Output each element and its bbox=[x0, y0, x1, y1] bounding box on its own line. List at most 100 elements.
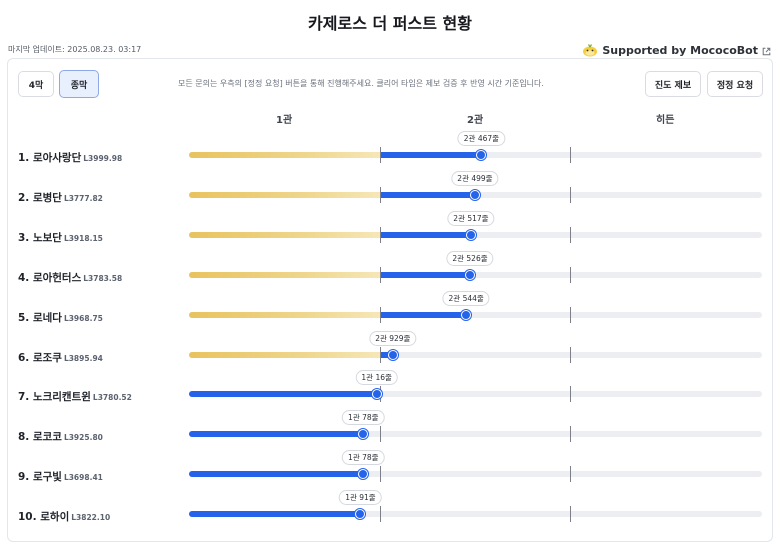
progress-card bbox=[7, 58, 773, 542]
gate-1-cleared-bar bbox=[189, 231, 380, 238]
progress-track: 1관 16줄 bbox=[189, 370, 762, 403]
progress-marker bbox=[358, 469, 369, 480]
guild-name-text: 7. 노크리캔트윈 bbox=[18, 391, 91, 404]
guild-name-text: 1. 로아사랑단 bbox=[18, 152, 82, 164]
mococo-bot-icon bbox=[582, 43, 598, 57]
column-gate-1: 1관 bbox=[276, 115, 293, 126]
progress-marker bbox=[371, 389, 382, 400]
progress-track: 2관 499줄 bbox=[189, 170, 762, 203]
progress-marker bbox=[476, 150, 487, 160]
progress-track: 1관 91줄 bbox=[189, 490, 762, 523]
progress-marker bbox=[465, 229, 476, 240]
guild-row: 4. 로아헌터스 L3783.58 2관 526줄 bbox=[0, 250, 780, 300]
notice-text: 모든 문의는 우측의 [정정 요청] 버튼을 통해 진행해주세요. 클리어 타임… bbox=[178, 79, 544, 88]
guild-row: 9. 로구빛 L3698.41 1관 78줄 bbox=[0, 450, 780, 499]
gate-2-divider bbox=[570, 147, 571, 163]
guild-level: L3777.82 bbox=[63, 193, 103, 203]
gate-1-cleared-bar bbox=[189, 351, 380, 358]
external-link-icon bbox=[762, 46, 771, 55]
guild-name: 6. 로조쿠 L3895.94 bbox=[18, 350, 103, 365]
progress-tag: 1관 78줄 bbox=[342, 450, 385, 466]
gate-1-progress-bar bbox=[189, 511, 361, 518]
gate-2-divider bbox=[570, 426, 571, 443]
guild-name: 9. 로구빛 L3698.41 bbox=[18, 469, 103, 484]
tab-final-act[interactable]: 종막 bbox=[59, 70, 99, 98]
gate-1-divider bbox=[379, 506, 381, 523]
progress-track: 2관 517줄 bbox=[189, 210, 762, 243]
gate-1-divider bbox=[379, 186, 381, 203]
guild-row: 5. 로네다 L3968.75 2관 544줄 bbox=[0, 290, 780, 340]
progress-tag: 2관 526줄 bbox=[446, 250, 494, 266]
progress-tag: 2관 929줄 bbox=[369, 330, 417, 346]
gate-2-divider bbox=[570, 186, 571, 203]
gate-2-progress-bar bbox=[379, 191, 475, 198]
progress-tag: 1관 16줄 bbox=[355, 370, 398, 386]
guild-level: L3822.10 bbox=[71, 513, 111, 523]
gate-1-divider bbox=[379, 306, 381, 323]
column-hidden: 히든 bbox=[656, 115, 675, 126]
progress-track: 2관 544줄 bbox=[189, 290, 762, 323]
gate-2-progress-bar bbox=[379, 351, 393, 358]
gate-1-cleared-bar bbox=[189, 271, 380, 278]
guild-row: 3. 노보단 L3918.15 2관 517줄 bbox=[0, 210, 780, 260]
guild-name: 2. 로병단 L3777.82 bbox=[18, 190, 103, 205]
guild-name: 4. 로아헌터스 L3783.58 bbox=[18, 270, 122, 285]
gate-1-progress-bar bbox=[189, 391, 377, 398]
guild-name: 5. 로네다 L3968.75 bbox=[18, 310, 103, 325]
gate-2-divider bbox=[570, 226, 571, 243]
gate-2-divider bbox=[570, 386, 571, 403]
gate-2-progress-bar bbox=[379, 271, 470, 278]
progress-track: 2관 929줄 bbox=[189, 330, 762, 363]
gate-2-divider bbox=[570, 306, 571, 323]
guild-level: L3895.94 bbox=[63, 353, 103, 363]
progress-marker bbox=[358, 429, 369, 440]
last-updated: 마지막 업데이트: 2025.08.23. 03:17 bbox=[8, 45, 142, 54]
guild-name-text: 9. 로구빛 bbox=[18, 471, 62, 484]
guild-name-text: 10. 로하이 bbox=[18, 511, 70, 524]
gate-1-divider bbox=[379, 346, 381, 363]
progress-marker bbox=[464, 269, 475, 280]
page-title: 카제로스 더 퍼스트 현황 bbox=[308, 14, 472, 33]
gate-1-progress-bar bbox=[189, 431, 364, 438]
tab-act-4[interactable]: 4막 bbox=[18, 71, 54, 97]
guild-row: 10. 로하이 L3822.10 1관 91줄 bbox=[0, 490, 780, 539]
guild-level: L3783.58 bbox=[83, 273, 123, 283]
progress-track: 1관 78줄 bbox=[189, 410, 762, 443]
guild-row: 2. 로병단 L3777.82 2관 499줄 bbox=[0, 170, 780, 220]
gate-2-divider bbox=[570, 346, 571, 363]
guild-name: 10. 로하이 L3822.10 bbox=[18, 509, 110, 524]
guild-level: L3780.52 bbox=[92, 393, 132, 403]
gate-1-progress-bar bbox=[189, 471, 364, 478]
guild-row: 1. 로아사랑단 L3999.98 2관 467줄 bbox=[0, 131, 780, 180]
gate-1-cleared-bar bbox=[189, 191, 380, 198]
progress-report-button[interactable]: 진도 제보 bbox=[645, 71, 701, 97]
column-gate-2: 2관 bbox=[467, 115, 484, 126]
progress-track: 2관 526줄 bbox=[189, 250, 762, 283]
guild-name-text: 3. 노보단 bbox=[18, 231, 62, 244]
guild-level: L3968.75 bbox=[63, 313, 103, 323]
gate-1-divider bbox=[379, 266, 381, 283]
progress-marker bbox=[387, 349, 398, 360]
guild-row: 8. 로코코 L3925.80 1관 78줄 bbox=[0, 410, 780, 459]
gate-1-cleared-bar bbox=[189, 311, 380, 318]
guild-name-text: 6. 로조쿠 bbox=[18, 351, 62, 364]
guild-name-text: 4. 로아헌터스 bbox=[18, 271, 82, 284]
guild-name-text: 8. 로코코 bbox=[18, 431, 62, 444]
guild-row: 6. 로조쿠 L3895.94 2관 929줄 bbox=[0, 330, 780, 380]
gate-2-divider bbox=[570, 266, 571, 283]
gate-1-divider bbox=[379, 426, 381, 443]
correction-request-button[interactable]: 정정 요청 bbox=[707, 71, 763, 97]
guild-level: L3999.98 bbox=[83, 154, 123, 163]
guild-level: L3925.80 bbox=[63, 433, 103, 443]
guild-name: 1. 로아사랑단 L3999.98 bbox=[18, 150, 122, 165]
guild-row: 7. 노크리캔트윈 L3780.52 1관 16줄 bbox=[0, 370, 780, 419]
progress-tag: 2관 499줄 bbox=[451, 170, 499, 186]
gate-2-divider bbox=[570, 466, 571, 483]
guild-name-text: 5. 로네다 bbox=[18, 311, 62, 324]
guild-name: 3. 노보단 L3918.15 bbox=[18, 230, 103, 245]
gate-1-divider bbox=[379, 147, 381, 163]
progress-tag: 2관 467줄 bbox=[457, 131, 506, 146]
progress-tag: 2관 544줄 bbox=[442, 290, 490, 306]
progress-tag: 1관 91줄 bbox=[339, 490, 382, 506]
supported-by-link[interactable]: Supported by MococoBot bbox=[582, 43, 771, 57]
